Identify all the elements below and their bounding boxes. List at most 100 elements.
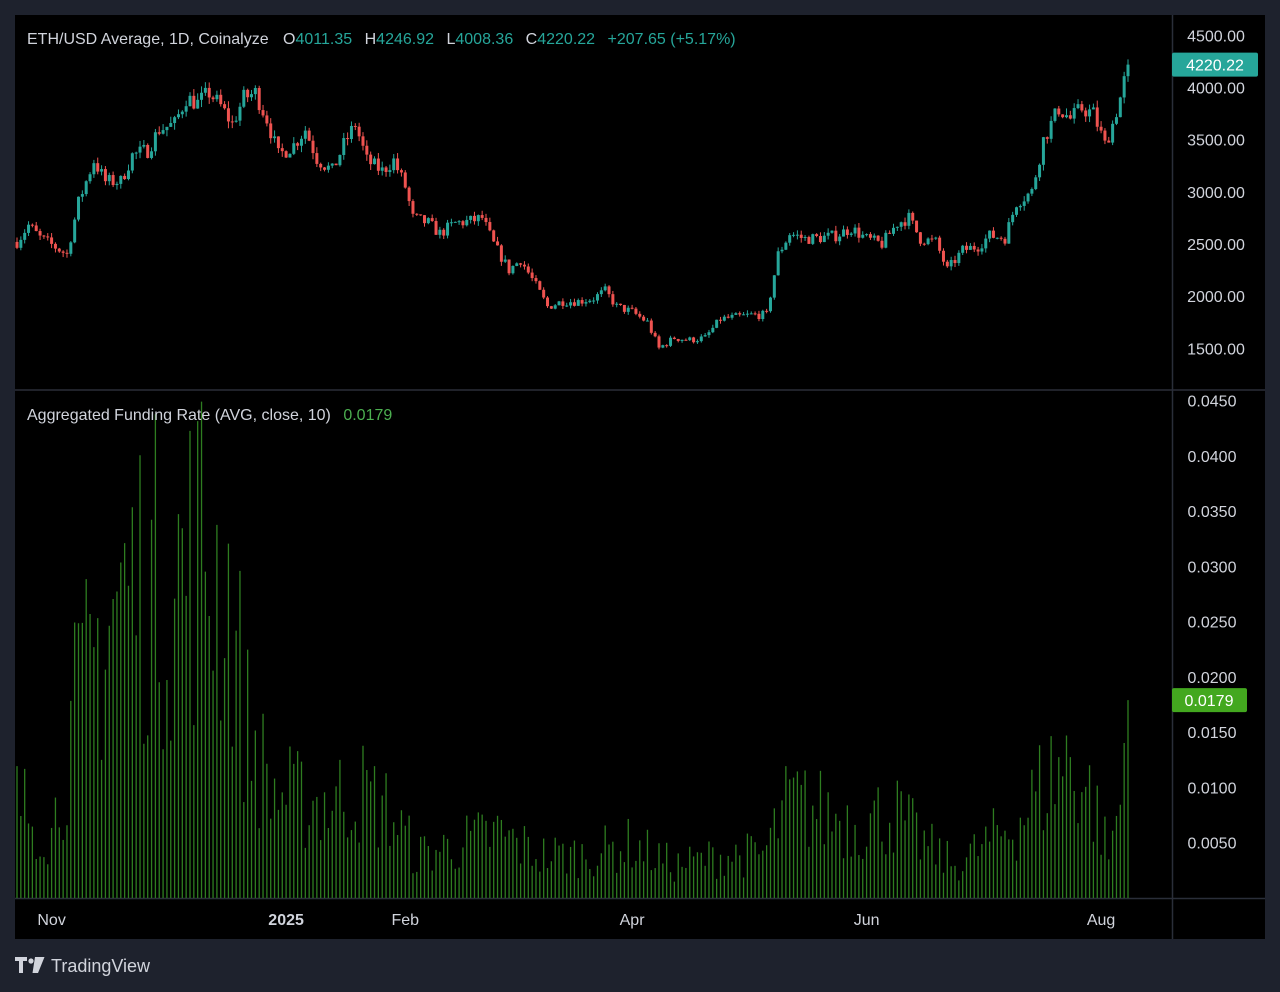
candle-body (695, 341, 699, 343)
candle-body (584, 302, 588, 304)
candle-body (795, 234, 799, 236)
price-axis-label: 2500.00 (1187, 237, 1245, 254)
candle-body (726, 316, 730, 318)
candle-body (868, 234, 872, 238)
funding-title: Aggregated Funding Rate (AVG, close, 10) (27, 407, 331, 424)
candle-body (557, 301, 561, 306)
candle-body (499, 245, 503, 262)
candle-body (842, 229, 846, 237)
candle-body (103, 169, 107, 182)
candle-body (972, 245, 976, 250)
funding-axis-label: 0.0150 (1188, 725, 1237, 742)
candle-body (991, 230, 995, 238)
candle-body (153, 132, 157, 152)
candle-body (888, 232, 892, 234)
time-axis-label: Jun (854, 912, 880, 929)
candle-body (434, 221, 438, 235)
candle-body (296, 143, 300, 146)
candle-body (88, 174, 92, 182)
candle-body (911, 212, 915, 221)
price-candles (15, 59, 1130, 350)
candle-body (1095, 107, 1099, 127)
candle-body (223, 104, 227, 109)
candle-body (680, 339, 684, 341)
candle-body (50, 237, 54, 244)
candle-body (815, 234, 819, 237)
candle-body (69, 242, 73, 254)
time-axis-label: Apr (620, 912, 646, 929)
candle-body (142, 144, 146, 147)
candle-body (134, 152, 138, 154)
candle-body (649, 320, 653, 333)
chart-canvas[interactable]: 4500.00 4000.00 3500.00 3000.00 2500.00 2000.… (15, 15, 1265, 939)
candle-body (715, 319, 719, 328)
candle-body (965, 245, 969, 250)
candle-body (426, 218, 430, 224)
candle-body (111, 175, 115, 186)
candle-body (645, 320, 649, 322)
candle-body (530, 272, 534, 279)
funding-axis-label: 0.0100 (1188, 780, 1237, 797)
price-axis-label: 4000.00 (1187, 81, 1245, 98)
candle-body (492, 230, 496, 242)
candle-body (161, 130, 165, 134)
candle-body (565, 305, 569, 307)
price-legend[interactable]: ETH/USD Average, 1D, Coinalyze O4011.35 … (27, 31, 736, 48)
time-axis-label: 2025 (268, 912, 304, 929)
candle-body (34, 225, 38, 232)
candle-body (907, 212, 911, 226)
price-axis-label: 4500.00 (1187, 28, 1245, 45)
candle-body (65, 252, 69, 254)
candle-body (192, 95, 196, 109)
candle-body (576, 300, 580, 306)
candle-body (884, 232, 888, 248)
candle-body (61, 251, 65, 253)
candle-body (638, 313, 642, 317)
candle-body (899, 222, 903, 227)
candle-body (1030, 189, 1034, 194)
candle-body (853, 227, 857, 234)
candle-body (549, 306, 553, 309)
candle-body (138, 146, 142, 153)
candle-body (945, 261, 949, 267)
candle-body (96, 163, 100, 172)
candle-body (476, 215, 480, 222)
candle-body (126, 170, 130, 180)
candle-body (1003, 238, 1007, 244)
candle-body (826, 232, 830, 236)
candle-body (299, 138, 303, 146)
candle-body (453, 221, 457, 223)
candle-body (988, 230, 992, 239)
funding-axis[interactable]: 0.0450 0.0400 0.0350 0.0300 0.0250 0.0200 0.01… (1188, 394, 1237, 853)
branding-footer[interactable]: TradingView (15, 952, 150, 980)
last-price-badge: 4220.22 (1172, 52, 1258, 77)
time-axis-label: Aug (1087, 912, 1115, 929)
candle-body (307, 130, 311, 141)
funding-bars (16, 401, 1129, 898)
candle-body (941, 250, 945, 262)
change-value: +207.65 (+5.17%) (608, 31, 736, 48)
open-value: 4011.35 (296, 31, 353, 48)
funding-axis-label: 0.0400 (1188, 449, 1237, 466)
candle-body (319, 163, 323, 168)
candle-body (922, 243, 926, 245)
candle-body (1045, 137, 1049, 139)
candle-body (238, 106, 242, 121)
price-axis[interactable]: 4500.00 4000.00 3500.00 3000.00 2500.00 2000.… (1187, 28, 1245, 358)
candle-body (503, 259, 507, 262)
last-funding-badge-text: 0.0179 (1185, 693, 1234, 710)
funding-legend[interactable]: Aggregated Funding Rate (AVG, close, 10)… (27, 407, 392, 424)
candle-body (730, 314, 734, 318)
funding-axis-label: 0.0350 (1188, 504, 1237, 521)
candle-body (200, 92, 204, 100)
candle-body (246, 89, 250, 98)
candle-body (872, 235, 876, 238)
candle-body (538, 281, 542, 290)
candle-body (611, 294, 615, 305)
candle-body (1018, 205, 1022, 208)
time-axis[interactable]: Nov 2025 Feb Apr Jun Aug (37, 912, 1115, 929)
candle-body (384, 167, 388, 172)
candle-body (661, 345, 665, 348)
candle-body (1007, 222, 1011, 244)
candle-body (323, 167, 327, 170)
